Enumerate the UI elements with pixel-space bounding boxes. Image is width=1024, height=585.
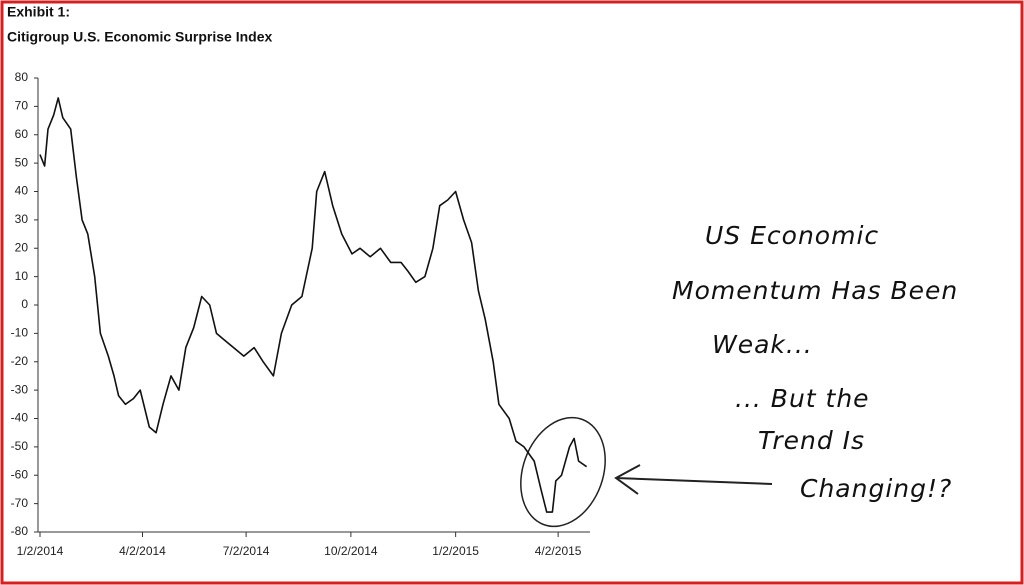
data-line: [39, 97, 588, 513]
annotation: US Economic: [705, 221, 879, 250]
highlight-ellipse: [520, 416, 606, 528]
y-tick-label: 50: [15, 155, 29, 169]
x-tick-label: 4/2/2014: [119, 544, 166, 558]
y-tick-label: -30: [11, 382, 29, 396]
y-tick-label: -60: [11, 467, 29, 481]
annotation: Trend Is: [758, 426, 865, 455]
annotation: ... But the: [735, 384, 870, 413]
annotation: Changing!?: [800, 474, 952, 503]
y-tick-label: 20: [15, 240, 29, 254]
y-tick-label: 0: [21, 297, 28, 311]
x-tick-label: 7/2/2014: [223, 544, 270, 558]
annotation: Weak...: [712, 330, 813, 359]
y-tick-label: 70: [15, 99, 29, 113]
y-tick-label: 30: [15, 212, 29, 226]
y-tick-label: 10: [15, 269, 29, 283]
x-tick-label: 4/2/2015: [535, 544, 582, 558]
y-tick-label: -50: [11, 439, 29, 453]
y-tick-label: -70: [11, 496, 29, 510]
x-tick-label: 1/2/2015: [432, 544, 479, 558]
y-tick-label: -80: [11, 524, 29, 538]
y-tick-label: 60: [15, 127, 29, 141]
y-tick-label: -20: [11, 354, 29, 368]
chart-title: Citigroup U.S. Economic Surprise Index: [7, 29, 272, 45]
y-tick-label: 40: [15, 184, 29, 198]
y-tick-label: 80: [15, 70, 29, 84]
y-tick-label: -40: [11, 411, 29, 425]
arrow: [614, 464, 773, 495]
x-tick-label: 10/2/2014: [324, 544, 378, 558]
x-tick-label: 1/2/2014: [17, 544, 64, 558]
y-tick-label: -10: [11, 326, 29, 340]
annotation: Momentum Has Been: [672, 276, 958, 305]
chart-subtitle: Exhibit 1:: [7, 4, 70, 20]
